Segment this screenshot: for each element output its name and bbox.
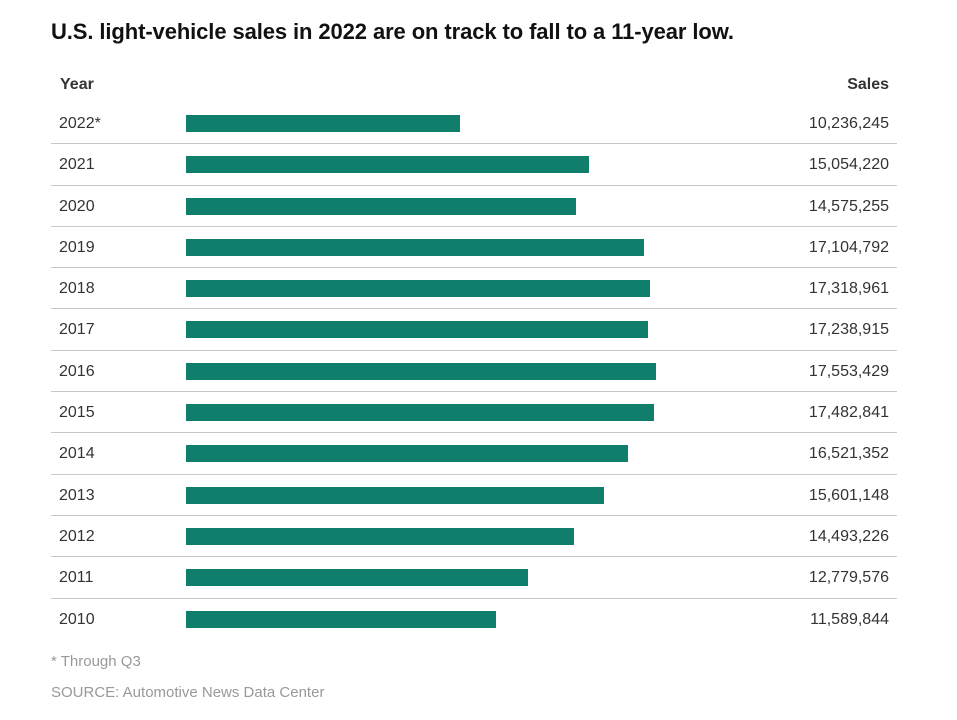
source-note: SOURCE: Automotive News Data Center [51, 684, 325, 701]
sales-value: 17,553,429 [808, 362, 889, 380]
sales-value: 17,104,792 [808, 238, 889, 256]
chart-title: U.S. light-vehicle sales in 2022 are on … [51, 19, 734, 44]
table-row: 2020 14,575,255 [51, 186, 897, 227]
year-label: 2018 [59, 280, 95, 298]
sales-bar [186, 404, 655, 422]
sales-bar [186, 321, 648, 339]
sales-value: 16,521,352 [808, 445, 889, 463]
sales-bar [186, 445, 629, 463]
year-label: 2022* [59, 115, 101, 132]
sales-bar [186, 610, 497, 628]
sales-bar [186, 238, 644, 256]
sales-bar [186, 156, 590, 174]
table-row: 2013 15,601,148 [51, 475, 897, 516]
table-row: 2016 17,553,429 [51, 351, 897, 393]
table-row: 2015 17,482,841 [51, 392, 897, 434]
sales-value: 15,601,148 [808, 486, 889, 504]
sales-bar [186, 115, 461, 132]
sales-value: 17,318,961 [808, 280, 889, 298]
sales-column-header: Sales [847, 76, 889, 93]
sales-bar [186, 362, 656, 380]
year-label: 2014 [59, 445, 95, 463]
sales-bar [186, 527, 575, 545]
sales-value: 10,236,245 [808, 115, 889, 132]
year-label: 2010 [59, 610, 95, 628]
sales-bar [186, 197, 577, 215]
bar-rows: 2022* 10,236,245 2021 15,054,220 2020 14,575,… [51, 103, 897, 640]
table-row: 2014 16,521,352 [51, 433, 897, 475]
table-row: 2019 17,104,792 [51, 227, 897, 269]
year-label: 2021 [59, 156, 95, 174]
sales-value: 17,238,915 [808, 321, 889, 339]
sales-bar [186, 486, 604, 504]
table-row: 2012 14,493,226 [51, 516, 897, 558]
year-label: 2011 [59, 569, 94, 587]
year-label: 2019 [59, 238, 95, 256]
footnote: * Through Q3 [51, 653, 141, 670]
sales-value: 17,482,841 [808, 404, 889, 422]
table-row: 2010 11,589,844 [51, 599, 897, 640]
table-row: 2011 12,779,576 [51, 557, 897, 599]
year-label: 2012 [59, 527, 95, 545]
sales-value: 14,493,226 [808, 527, 889, 545]
sales-bar [186, 569, 529, 587]
year-label: 2016 [59, 362, 95, 380]
table-row: 2021 15,054,220 [51, 144, 897, 186]
sales-value: 12,779,576 [808, 569, 889, 587]
sales-value: 15,054,220 [808, 156, 889, 174]
year-label: 2017 [59, 321, 95, 339]
sales-value: 14,575,255 [808, 197, 889, 215]
table-row: 2018 17,318,961 [51, 268, 897, 310]
sales-value: 11,589,844 [810, 610, 889, 628]
year-column-header: Year [60, 76, 94, 93]
table-row: 2017 17,238,915 [51, 309, 897, 351]
year-label: 2013 [59, 486, 95, 504]
year-label: 2020 [59, 197, 95, 215]
table-row: 2022* 10,236,245 [51, 103, 897, 145]
year-label: 2015 [59, 404, 95, 422]
sales-bar [186, 280, 650, 298]
